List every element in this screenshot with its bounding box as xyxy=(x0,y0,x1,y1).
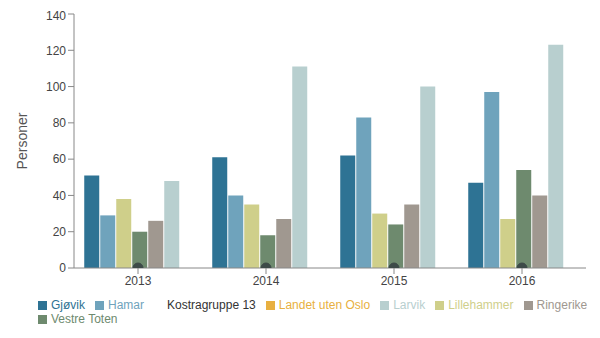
svg-text:2013: 2013 xyxy=(125,274,152,288)
html-text:Hamar: Hamar xyxy=(108,298,144,312)
svg-text:2015: 2015 xyxy=(381,274,408,288)
svg-text:Personer: Personer xyxy=(14,112,30,169)
svg-text:2014: 2014 xyxy=(253,274,280,288)
svg-text:40: 40 xyxy=(53,189,67,203)
html-text:Vestre Toten: Vestre Toten xyxy=(51,312,118,326)
html-text:Ringerike: Ringerike xyxy=(536,298,588,312)
html-text:Kostragruppe 13: Kostragruppe 13 xyxy=(167,298,256,312)
svg-text:100: 100 xyxy=(46,80,66,94)
html-text:Lillehammer: Lillehammer xyxy=(448,298,514,312)
svg-text:0: 0 xyxy=(59,261,66,275)
svg-text:80: 80 xyxy=(53,116,67,130)
html-text:Gjøvik: Gjøvik xyxy=(51,298,85,312)
svg-text:2016: 2016 xyxy=(509,274,536,288)
html-text:Landet uten Oslo: Landet uten Oslo xyxy=(278,298,371,312)
svg-text:140: 140 xyxy=(46,9,66,23)
svg-text:60: 60 xyxy=(53,152,67,166)
svg-text:20: 20 xyxy=(53,225,67,239)
html-text:Larvik: Larvik xyxy=(393,298,426,312)
svg-text:120: 120 xyxy=(46,44,66,58)
